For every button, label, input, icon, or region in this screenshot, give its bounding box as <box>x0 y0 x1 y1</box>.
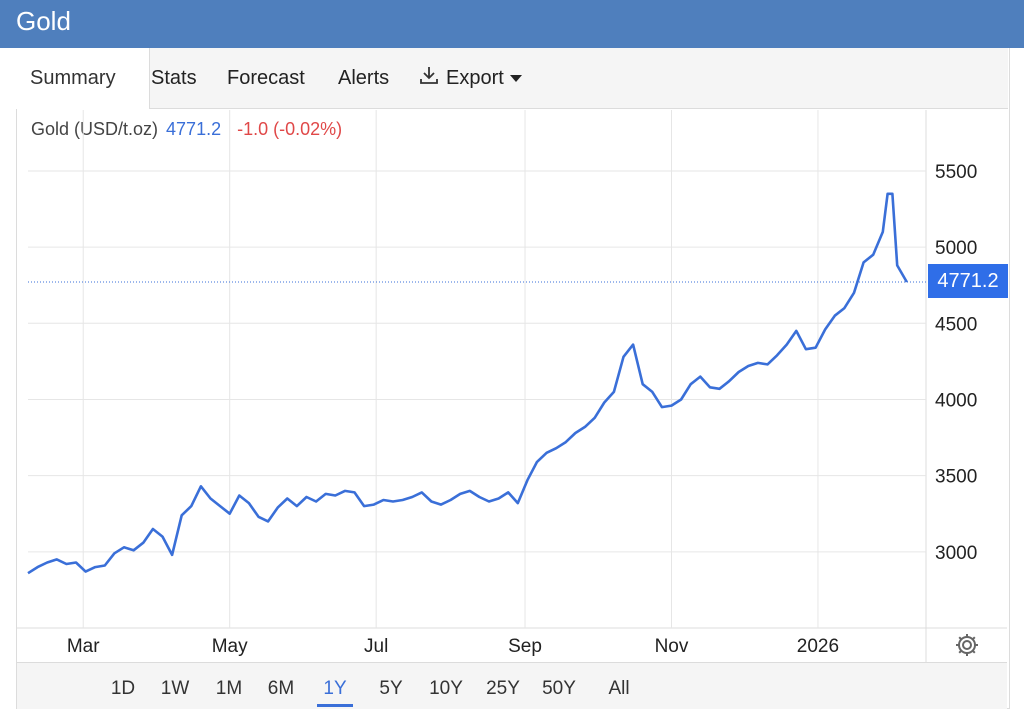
range-all[interactable]: All <box>608 678 630 699</box>
export-label: Export <box>446 66 504 89</box>
range-6m[interactable]: 6M <box>267 678 295 699</box>
export-menu-button[interactable]: Export <box>418 48 522 108</box>
range-selector: 1D 1W 1M 6M 1Y 5Y 10Y 25Y 50Y All <box>17 662 1007 709</box>
tab-forecast[interactable]: Forecast <box>227 67 305 89</box>
range-1d[interactable]: 1D <box>110 678 136 699</box>
tab-alerts[interactable]: Alerts <box>338 67 390 89</box>
current-price: 4771.2 <box>166 119 222 139</box>
range-5y[interactable]: 5Y <box>379 678 403 699</box>
last-price-tag: 4771.2 <box>928 264 1008 298</box>
range-1y[interactable]: 1Y <box>317 663 353 707</box>
instrument-name: Gold (USD/t.oz) <box>31 119 159 139</box>
range-1m[interactable]: 1M <box>215 678 243 699</box>
quote-header: Gold (USD/t.oz) 4771.2 -1.0 (-0.02%) <box>31 119 342 140</box>
range-1w[interactable]: 1W <box>160 678 190 699</box>
gear-icon[interactable] <box>954 632 980 658</box>
tab-summary[interactable]: Summary <box>16 48 150 109</box>
range-50y[interactable]: 50Y <box>542 678 576 699</box>
range-10y[interactable]: 10Y <box>429 678 463 699</box>
tab-stats[interactable]: Stats <box>151 67 197 89</box>
app-title-bar: Gold <box>0 0 1024 48</box>
main-panel <box>16 48 1010 709</box>
tab-bar: Summary Stats Forecast Alerts Export <box>16 48 1008 109</box>
download-icon <box>418 64 440 92</box>
caret-down-icon <box>509 67 522 90</box>
price-change: -1.0 (-0.02%) <box>237 119 343 139</box>
range-25y[interactable]: 25Y <box>486 678 520 699</box>
app-title: Gold <box>16 6 71 36</box>
